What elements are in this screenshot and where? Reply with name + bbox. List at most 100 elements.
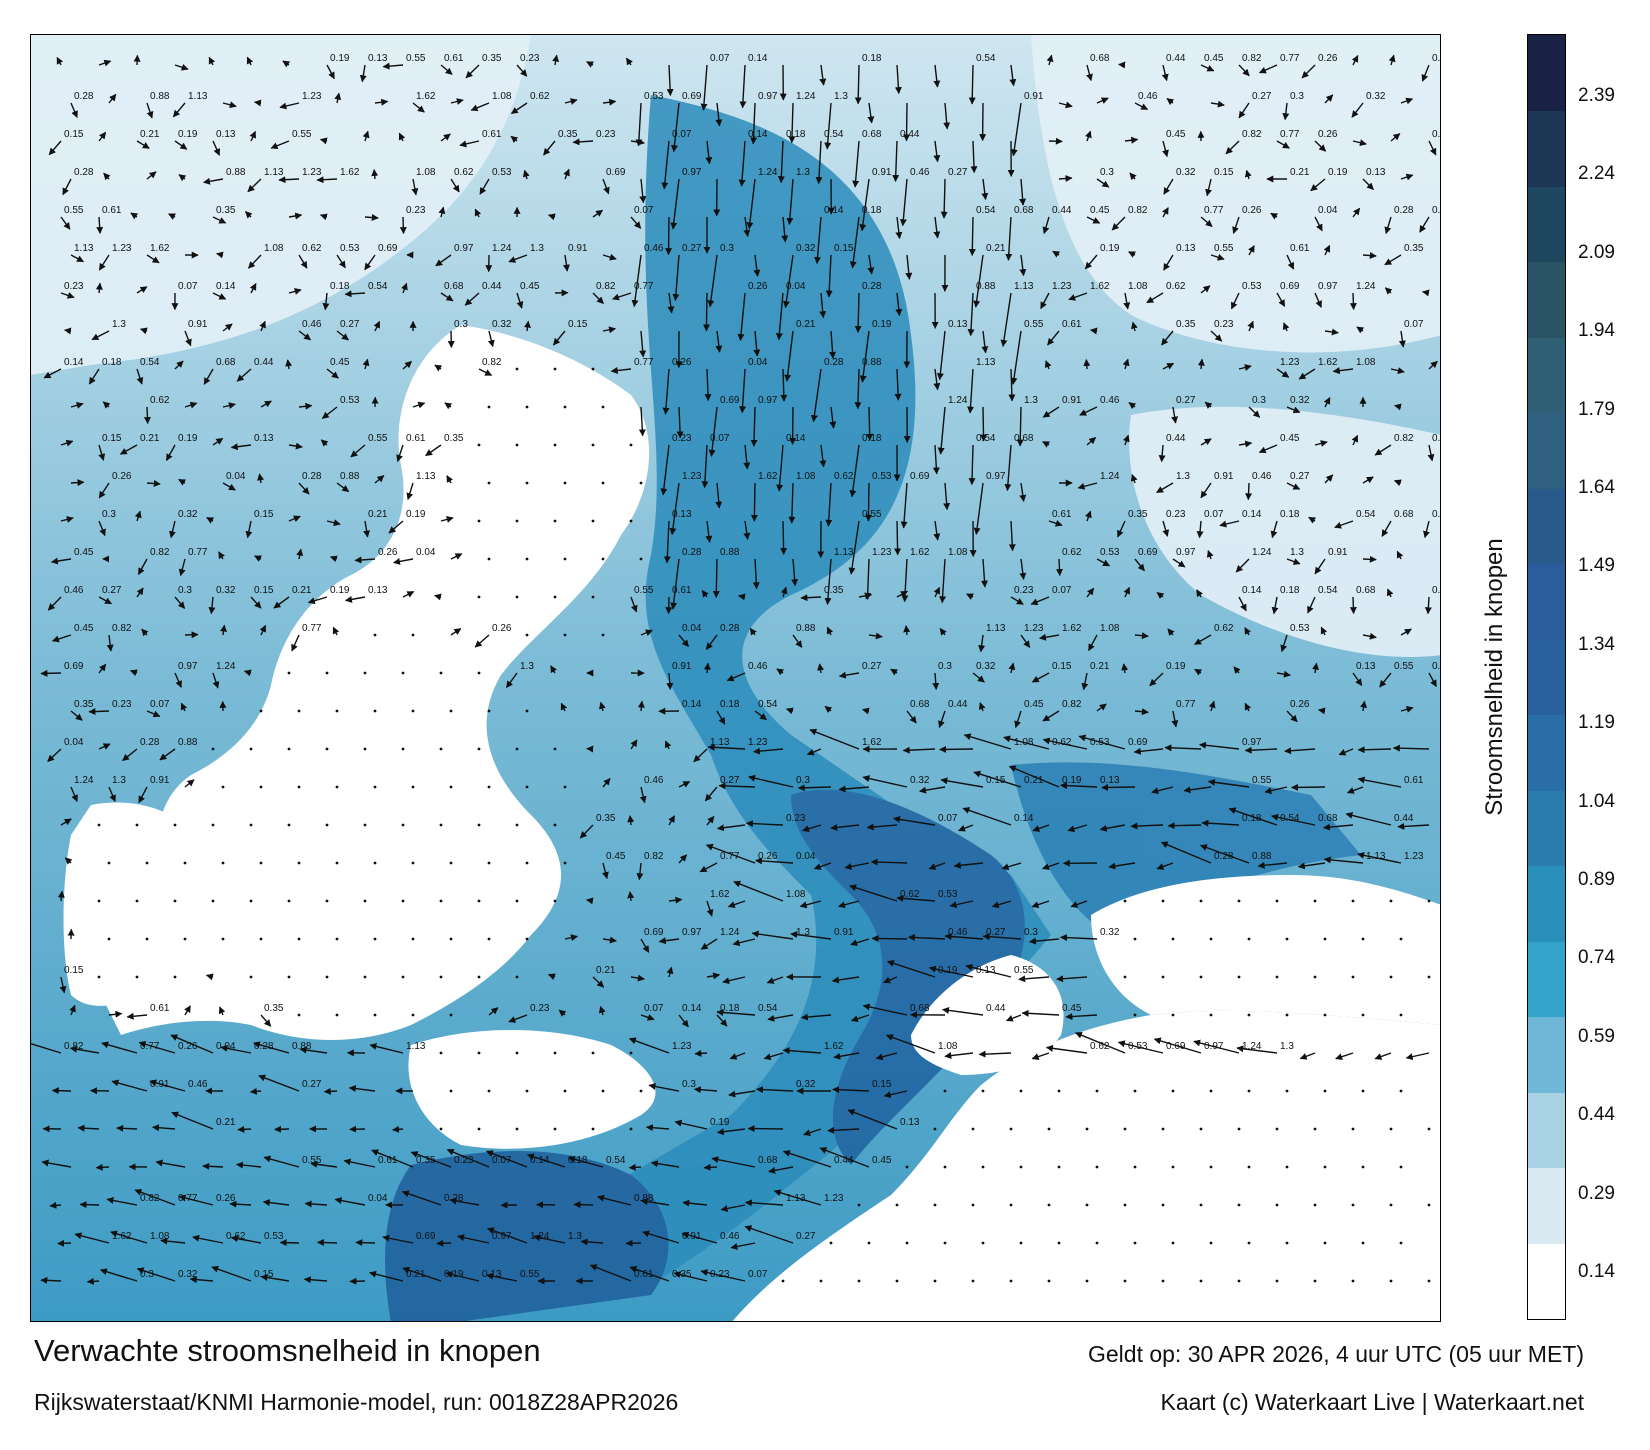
speed-label: 0.27 — [340, 319, 360, 330]
current-arrow — [790, 931, 832, 940]
land-grid-dot — [1085, 1127, 1089, 1131]
current-arrow — [1400, 97, 1414, 105]
current-arrow — [800, 1013, 832, 1021]
speed-label: 1.62 — [710, 889, 730, 900]
current-arrow — [1235, 558, 1250, 573]
current-arrow — [106, 1197, 138, 1206]
current-arrow — [43, 368, 62, 379]
land-grid-dot — [477, 747, 481, 751]
land-grid-dot — [135, 823, 139, 827]
land-grid-dot — [1247, 1165, 1251, 1169]
speed-label: 0.28 — [1394, 205, 1414, 216]
current-arrow — [1044, 360, 1052, 370]
current-arrow — [320, 439, 329, 447]
land-grid-dot — [363, 899, 367, 903]
speed-label: 0.35 — [1404, 243, 1424, 254]
land-grid-dot — [1009, 1203, 1013, 1207]
land-grid-dot — [1133, 1165, 1137, 1169]
current-arrow — [658, 937, 680, 945]
current-arrow — [1204, 401, 1213, 409]
current-arrow — [867, 102, 875, 124]
speed-label: 0.27 — [1290, 471, 1310, 482]
land-grid-dot — [515, 1051, 519, 1055]
land-grid-dot — [553, 595, 557, 599]
land-grid-dot — [1047, 1279, 1051, 1283]
land-grid-dot — [1313, 975, 1317, 979]
land-grid-dot — [411, 709, 415, 713]
speed-label: 0.35 — [596, 813, 616, 824]
current-arrow — [1183, 786, 1212, 794]
speed-label: 0.27 — [102, 585, 122, 596]
current-arrow — [474, 208, 482, 218]
land-great-britain — [91, 325, 650, 1040]
current-arrow — [440, 133, 451, 142]
land-grid-dot — [1095, 1165, 1099, 1169]
channel-west — [385, 1151, 669, 1321]
current-arrow — [1257, 861, 1288, 869]
speed-label: 0.3 — [1024, 927, 1038, 938]
current-arrow — [1423, 520, 1430, 539]
speed-label: 0.69 — [416, 1231, 436, 1242]
current-arrow — [733, 880, 784, 902]
current-arrow — [824, 705, 833, 714]
current-arrow — [552, 330, 566, 346]
current-arrow — [896, 590, 909, 598]
speed-label: 1.23 — [872, 547, 892, 558]
current-arrow — [704, 786, 718, 802]
land-grid-dot — [1161, 899, 1165, 903]
speed-label: 0.13 — [672, 509, 692, 520]
current-arrow — [940, 777, 984, 788]
land-grid-dot — [449, 861, 453, 865]
current-arrow — [716, 1128, 746, 1136]
speed-label: 0.61 — [1290, 243, 1310, 254]
current-arrow — [143, 406, 151, 425]
current-arrow — [592, 209, 604, 218]
current-arrow — [726, 672, 746, 682]
speed-label: 0.27 — [948, 167, 968, 178]
current-arrow — [589, 1264, 632, 1282]
current-arrow — [1323, 823, 1354, 831]
current-arrow — [174, 63, 189, 71]
current-arrow — [1427, 444, 1435, 462]
land-grid-dot — [325, 975, 329, 979]
current-arrow — [780, 586, 788, 598]
speed-label: 0.18 — [1280, 509, 1300, 520]
land-grid-dot — [211, 899, 215, 903]
speed-label: 0.07 — [644, 1003, 664, 1014]
current-arrow — [829, 330, 837, 359]
current-arrow — [1210, 100, 1225, 108]
current-arrow — [967, 368, 975, 414]
current-arrow — [184, 401, 198, 409]
current-arrow — [1134, 102, 1149, 111]
speed-label: 1.62 — [824, 1041, 844, 1052]
current-arrow — [259, 624, 267, 636]
current-arrow — [883, 976, 898, 984]
current-arrow — [249, 1087, 262, 1095]
speed-label: 0.04 — [748, 357, 768, 368]
current-arrow — [245, 211, 253, 219]
current-arrow — [1324, 474, 1334, 484]
current-arrow — [111, 1079, 148, 1092]
current-arrow — [1196, 589, 1203, 598]
speed-label: 0.35 — [264, 1003, 284, 1014]
land-grid-dot — [629, 1127, 633, 1131]
current-arrow — [705, 520, 713, 543]
current-arrow — [792, 634, 803, 648]
speed-label: 0.88 — [862, 357, 882, 368]
current-arrow — [169, 520, 176, 539]
current-arrow — [751, 930, 794, 940]
current-arrow — [130, 212, 139, 220]
speed-label: 1.23 — [748, 737, 768, 748]
land-grid-dot — [1323, 1165, 1327, 1169]
speed-label: 0.23 — [406, 205, 426, 216]
colorbar-tick-label: 1.04 — [1578, 790, 1615, 812]
speed-label: 0.82 — [112, 623, 132, 634]
speed-label: 0.91 — [1062, 395, 1082, 406]
shallow-north-east — [1031, 35, 1440, 353]
current-arrow — [149, 1079, 186, 1092]
current-arrow — [928, 965, 974, 978]
current-arrow — [875, 1052, 898, 1061]
speed-label: 1.23 — [302, 91, 322, 102]
land-grid-dot — [781, 1279, 785, 1283]
speed-label: 0.44 — [254, 357, 274, 368]
